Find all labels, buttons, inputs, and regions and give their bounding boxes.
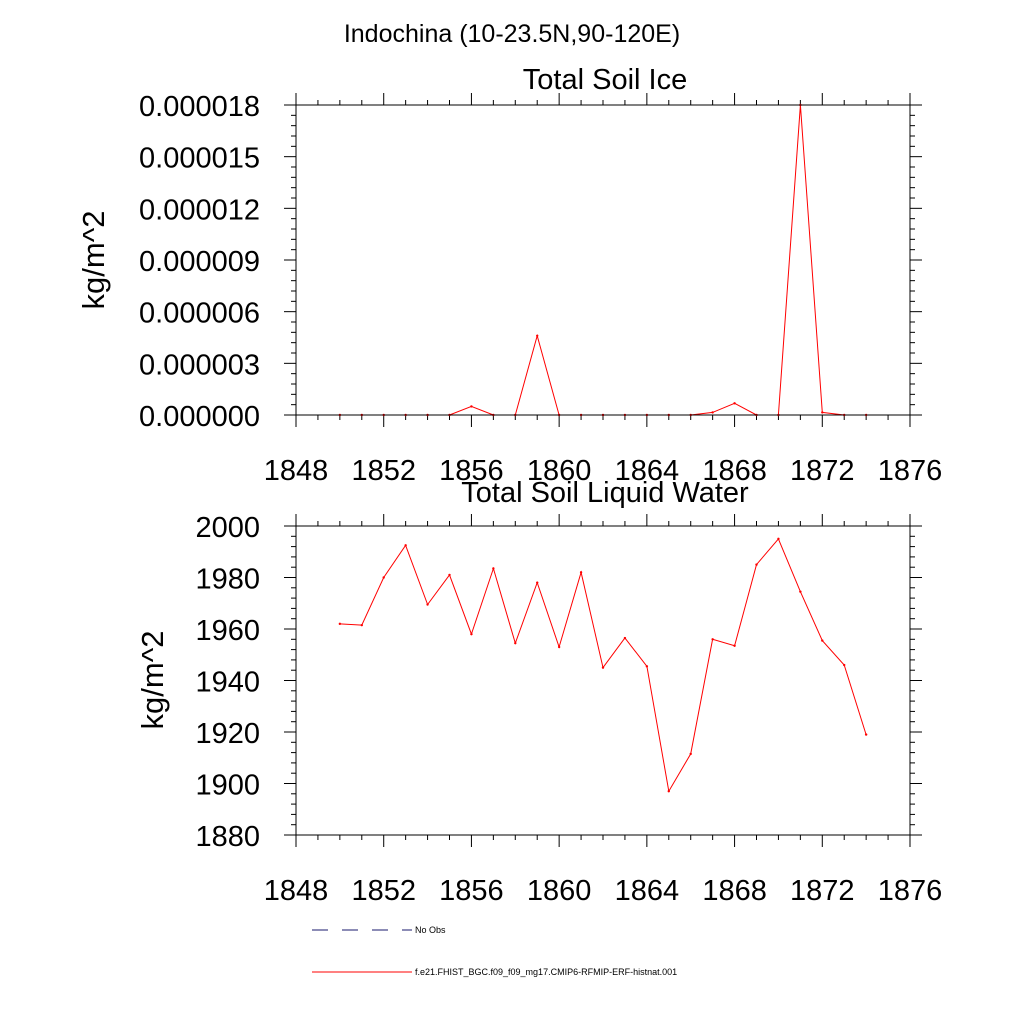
x-tick-label: 1872 xyxy=(790,455,855,487)
data-point xyxy=(448,573,451,577)
data-point xyxy=(382,576,385,579)
data-point xyxy=(733,644,736,647)
data-point xyxy=(799,590,802,593)
data-point xyxy=(733,402,736,405)
x-tick-label: 1860 xyxy=(527,875,592,907)
x-tick-label: 1872 xyxy=(790,875,855,907)
data-point xyxy=(821,411,824,414)
x-tick-label: 1852 xyxy=(351,875,416,907)
legend: No Obs f.e21.FHIST_BGC.f09_f09_mg17.CMIP… xyxy=(312,925,677,977)
data-point xyxy=(689,752,692,756)
figure-main-title: Indochina (10-23.5N,90-120E) xyxy=(344,20,680,48)
x-tick-label: 1860 xyxy=(527,455,592,487)
y-tick-label: 0.000000 xyxy=(139,401,260,433)
data-point xyxy=(623,636,627,640)
x-tick-label: 1876 xyxy=(878,875,943,907)
data-point xyxy=(470,632,473,636)
chart-title: Total Soil Ice xyxy=(523,64,687,96)
plot-frame xyxy=(295,104,911,416)
x-tick-label: 1848 xyxy=(264,875,329,907)
data-point xyxy=(864,733,868,736)
data-point xyxy=(777,537,780,541)
series-layer xyxy=(338,537,868,793)
data-point xyxy=(711,411,714,414)
x-tick-label: 1864 xyxy=(615,455,680,487)
x-tick-label: 1868 xyxy=(702,875,767,907)
y-tick-label: 1980 xyxy=(195,564,260,596)
data-point xyxy=(843,663,846,667)
y-tick-label: 1960 xyxy=(195,615,260,647)
data-point xyxy=(579,571,583,574)
data-point xyxy=(426,603,429,606)
data-point xyxy=(667,790,670,793)
y-tick-label: 0.000015 xyxy=(139,143,260,175)
chart-panel-soil-liquid-water: Total Soil Liquid Water kg/m^2 1848 1852 1… xyxy=(135,477,942,907)
data-point xyxy=(557,645,561,649)
y-tick-label: 1920 xyxy=(195,718,260,750)
data-point xyxy=(711,638,714,641)
axis-ticks xyxy=(284,514,922,847)
data-point xyxy=(492,567,495,570)
chart-panel-soil-ice: Total Soil Ice kg/m^2 1848 1852 1856 1860 18… xyxy=(76,64,942,487)
y-tick-label: 2000 xyxy=(195,512,260,544)
y-tick-label: 0.000018 xyxy=(139,91,260,123)
axis-ticks xyxy=(284,93,922,427)
x-tick-label: 1848 xyxy=(264,455,329,487)
y-tick-label: 1880 xyxy=(195,821,260,853)
y-tick-label: 1900 xyxy=(195,770,260,802)
x-tick-label: 1856 xyxy=(439,455,504,487)
data-point xyxy=(470,405,473,408)
y-tick-label: 0.000003 xyxy=(139,349,260,381)
data-point xyxy=(601,666,605,669)
x-tick-label: 1852 xyxy=(351,455,416,487)
x-tick-label: 1864 xyxy=(615,875,680,907)
plot-frame xyxy=(295,525,911,836)
x-tick-label: 1868 xyxy=(702,455,767,487)
y-tick-label: 0.000012 xyxy=(139,194,260,226)
data-point xyxy=(514,641,517,645)
x-tick-label: 1876 xyxy=(878,455,943,487)
legend-label-no-obs: No Obs xyxy=(415,925,446,935)
data-point xyxy=(536,581,539,584)
chart-title: Total Soil Liquid Water xyxy=(461,477,749,509)
data-point xyxy=(645,665,649,668)
data-point xyxy=(404,544,407,547)
data-point xyxy=(755,563,758,566)
data-point xyxy=(536,334,539,337)
y-axis-label: kg/m^2 xyxy=(135,631,170,730)
axis-tick-labels: 1848 1852 1856 1860 1864 1868 1872 1876 1880 1900… xyxy=(195,512,942,907)
y-tick-label: 1940 xyxy=(195,667,260,699)
y-axis-label: kg/m^2 xyxy=(76,211,111,310)
y-tick-label: 0.000006 xyxy=(139,298,260,330)
axis-tick-labels: 1848 1852 1856 1860 1864 1868 1872 1876 0.000000… xyxy=(139,91,942,487)
data-point xyxy=(821,639,824,642)
data-point xyxy=(360,623,363,627)
data-point xyxy=(338,622,342,626)
x-tick-label: 1856 xyxy=(439,875,504,907)
legend-label-model: f.e21.FHIST_BGC.f09_f09_mg17.CMIP6-RFMIP… xyxy=(415,967,677,977)
y-tick-label: 0.000009 xyxy=(139,246,260,278)
